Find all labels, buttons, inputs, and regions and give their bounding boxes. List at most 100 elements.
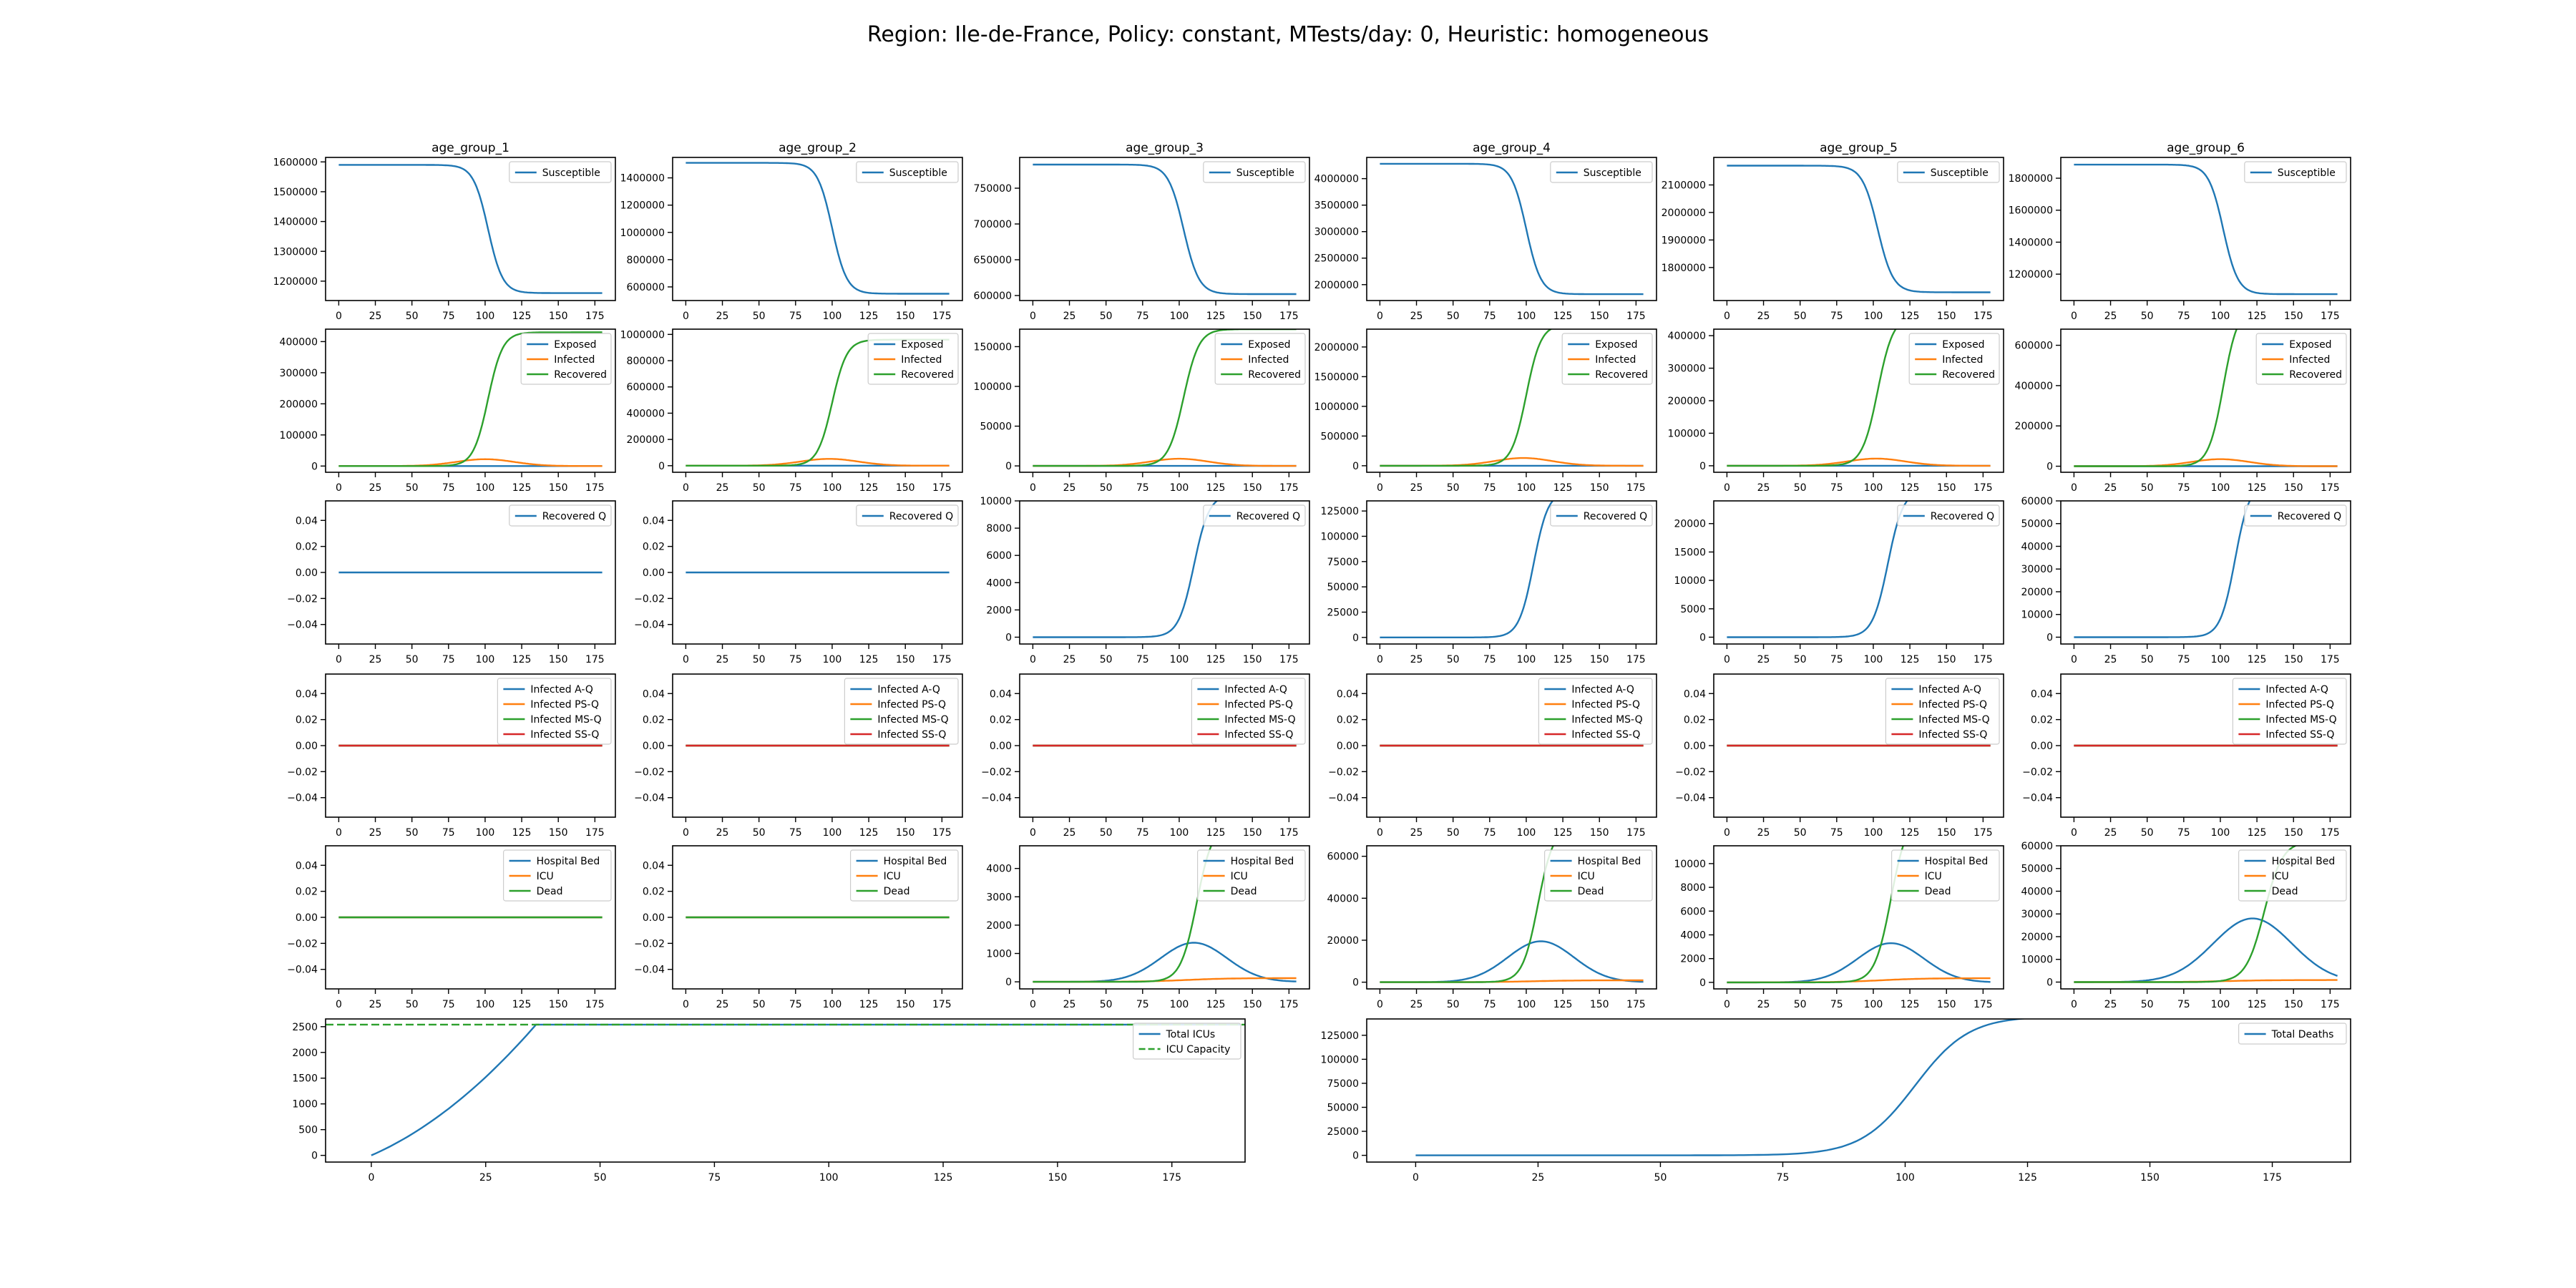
x-tick-label: 50 [1100,311,1113,322]
x-tick-label: 125 [2248,654,2267,665]
legend-label: Infected A-Q [877,684,940,696]
legend-label: Susceptible [889,167,947,179]
y-tick-label: 1800000 [1662,263,1706,274]
y-tick-label: 1000 [986,948,1012,960]
y-tick-label: 800000 [627,255,665,266]
x-tick-label: 150 [2284,827,2303,839]
x-tick-label: 100 [1170,999,1189,1010]
y-tick-label: 10000 [2021,610,2053,621]
legend-label: Infected SS-Q [2265,729,2334,741]
y-tick-label: 60000 [2021,841,2053,852]
y-tick-label: 40000 [2021,886,2053,897]
series-line [338,164,602,294]
y-tick-label: 50000 [2021,519,2053,530]
x-tick-label: 50 [1794,827,1807,839]
legend-label: Dead [884,886,910,897]
legend-box [849,849,959,902]
x-tick-label: 75 [789,482,802,494]
x-tick-label: 25 [1063,654,1076,665]
legend-label: Recovered Q [889,511,953,522]
legend-box [509,161,612,183]
y-tick-label: 4000000 [1314,174,1359,185]
legend-label: Susceptible [542,167,600,179]
x-tick-label: 75 [789,311,802,322]
x-tick-label: 125 [1206,311,1226,322]
x-tick-label: 175 [1974,482,1993,494]
x-tick-label: 0 [1377,999,1383,1010]
chart-panel: 0 25 50 75 100 125 150 175 0 200000 400000 600000 80… [620,328,963,494]
legend-label: Infected A-Q [1224,684,1287,696]
legend-label: Susceptible [2278,167,2336,179]
y-tick-label: 40000 [1327,893,1359,904]
x-tick-label: 75 [1830,827,1843,839]
x-tick-label: 100 [1517,827,1536,839]
legend-label: Infected PS-Q [1224,699,1293,711]
x-tick-label: 50 [1794,654,1807,665]
x-tick-label: 175 [932,654,952,665]
x-tick-label: 50 [1794,311,1807,322]
x-tick-label: 175 [2321,827,2340,839]
legend-label: Infected A-Q [2265,684,2328,696]
axes-frame [1713,845,2004,990]
y-tick-label: 0.00 [1684,741,1706,752]
x-tick-label: 100 [819,1172,839,1184]
x-tick-label: 150 [896,654,915,665]
x-tick-label: 25 [2104,311,2117,322]
legend-label: Dead [1925,886,1951,897]
axes-frame [1366,328,1657,473]
y-tick-label: 0 [1352,461,1359,472]
chart-panel: 0 25 50 75 100 125 150 175 0 50000 100000 150000 Exp… [974,328,1310,494]
x-tick-label: 75 [1483,311,1496,322]
x-tick-label: 100 [1517,311,1536,322]
legend-label: Infected [2289,354,2330,366]
legend-label: Exposed [1595,339,1637,351]
x-tick-label: 25 [369,482,382,494]
x-tick-label: 25 [1410,311,1423,322]
x-tick-label: 50 [1447,827,1460,839]
x-tick-label: 125 [512,999,532,1010]
x-tick-label: 75 [1483,482,1496,494]
chart-panel: 0 25 50 75 100 125 150 175 1800000 1900000 2000000… [1662,141,2004,322]
chart-panel: 0 25 50 75 100 125 150 175 −0.04 −0.02 0.00 0.02 0.0… [1328,673,1657,839]
legend-box [1196,849,1306,902]
y-tick-label: 10000 [1674,859,1706,870]
y-tick-label: 125000 [1321,1030,1359,1042]
chart-panel: 0 25 50 75 100 125 150 175 600000 800000 1000000 12… [620,141,963,322]
x-tick-label: 100 [1864,999,1883,1010]
chart-panel: 0 25 50 75 100 125 150 175 −0.04 −0.02 0.00 0.02 0.0… [634,500,963,665]
y-tick-label: 0 [1352,977,1359,989]
x-tick-label: 125 [1901,482,1920,494]
y-tick-label: 0.02 [296,542,318,553]
x-tick-label: 125 [512,827,532,839]
x-tick-label: 75 [2177,482,2190,494]
x-tick-label: 75 [442,999,455,1010]
axes-frame [672,157,963,301]
x-tick-label: 175 [2321,311,2340,322]
x-tick-label: 25 [1757,654,1770,665]
y-tick-label: 750000 [974,183,1012,195]
y-tick-label: 125000 [1321,506,1359,517]
series-line [1727,846,1904,984]
x-tick-label: 50 [753,827,766,839]
plot-area [2074,501,2251,638]
y-tick-label: 6000 [986,550,1012,562]
x-tick-label: 175 [1279,654,1299,665]
x-tick-label: 75 [1483,999,1496,1010]
x-tick-label: 50 [1447,999,1460,1010]
x-tick-label: 175 [1279,827,1299,839]
legend-label: Total Deaths [2271,1029,2334,1040]
y-tick-label: 0.00 [643,741,665,752]
x-tick-label: 25 [369,654,382,665]
y-tick-label: 60000 [2021,496,2053,507]
y-tick-label: 100000 [1321,531,1359,542]
series-line [1033,163,1297,296]
x-tick-label: 125 [1901,999,1920,1010]
x-tick-label: 50 [1100,827,1113,839]
series-line [686,162,950,295]
y-tick-label: −0.04 [287,620,318,631]
x-tick-label: 150 [2284,999,2303,1010]
y-tick-label: 0.02 [1337,715,1359,726]
legend-label: Dead [2272,886,2298,897]
legend-box [497,678,612,745]
axes-frame [672,328,963,473]
